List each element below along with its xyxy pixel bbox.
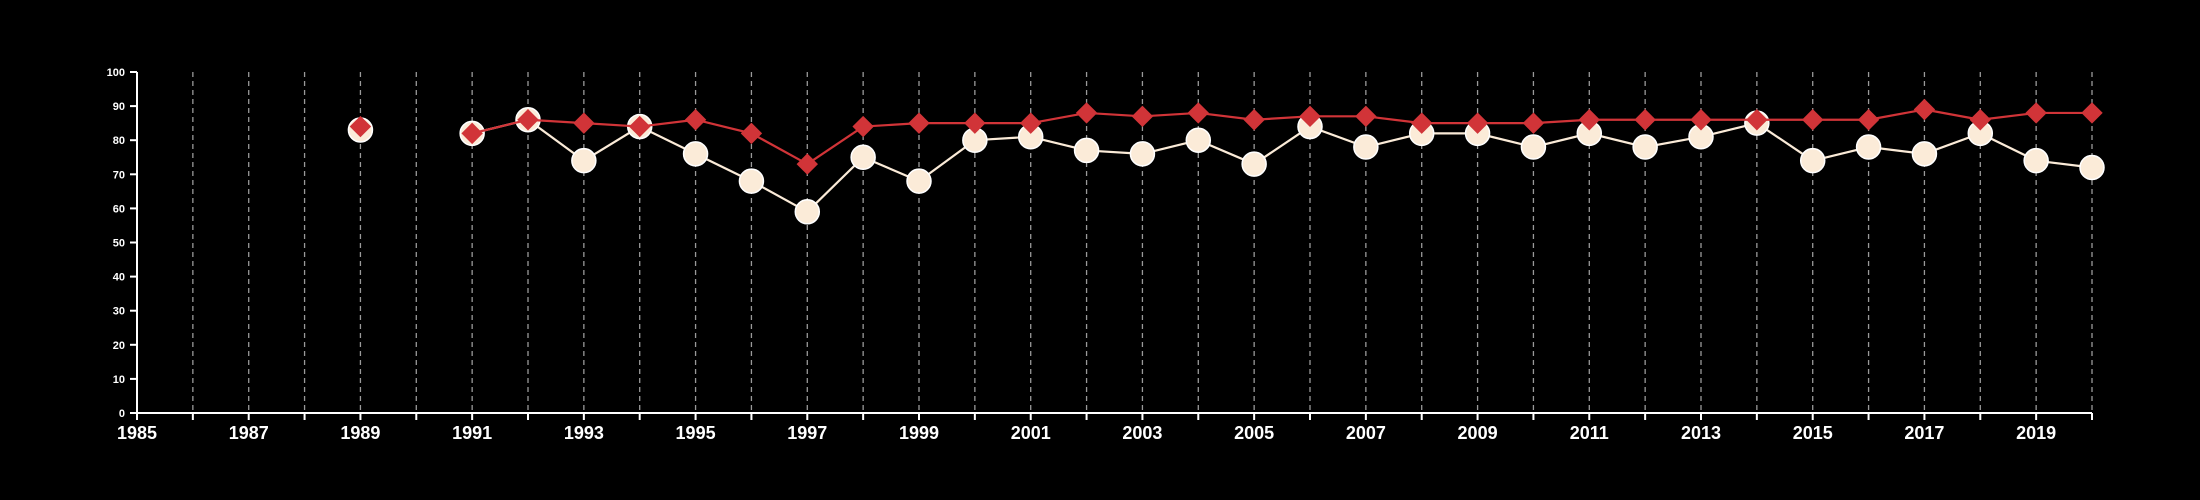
x-tick-label: 1985 [117,423,157,443]
x-tick-label: 2001 [1011,423,1051,443]
data-point-diamond-1991 [461,122,483,145]
data-point-diamond-1997 [796,153,818,175]
x-tick-label: 1993 [564,423,604,443]
x-tick-label: 2009 [1458,423,1498,443]
data-point-diamond-2013 [1690,109,1712,131]
x-tick-label: 1991 [452,423,492,443]
data-point-diamond-2020 [2081,102,2103,124]
data-point-circle-2015 [1799,147,1826,174]
x-tick-label: 2019 [2016,423,2056,443]
data-point-diamond-1989 [349,115,372,138]
y-tick-label: 50 [113,238,125,250]
y-tick-label: 40 [113,272,125,284]
series-2-segment [750,132,808,166]
data-point-circle-1999 [906,168,932,194]
data-point-diamond-1999 [908,112,930,134]
data-point-circle-1997 [794,199,821,225]
data-point-diamond-2008 [1411,112,1433,134]
x-tick-label: 2011 [1570,423,1609,443]
data-point-diamond-2017 [1913,98,1936,121]
data-point-diamond-1992 [517,109,539,131]
data-point-diamond-2003 [1131,105,1154,128]
data-point-diamond-2005 [1243,109,1265,131]
y-tick-label: 70 [113,169,125,181]
y-tick-label: 100 [107,67,125,79]
data-point-diamond-2006 [1299,105,1321,128]
series-1-segment [806,156,864,213]
series-2-segment [471,118,529,135]
y-tick-label: 20 [113,340,125,352]
data-point-diamond-2012 [1634,109,1656,131]
data-point-diamond-1995 [684,109,707,131]
data-point-circle-2020 [2079,154,2105,181]
data-point-diamond-2019 [2025,102,2047,124]
data-point-circle-2007 [1353,134,1379,160]
series-2-segment [695,118,752,135]
x-tick-label: 2005 [1234,423,1274,443]
x-tick-label: 1987 [229,423,269,443]
data-point-circle-2003 [1129,141,1156,167]
y-tick-label: 0 [119,408,125,420]
x-tick-label: 2017 [1904,423,1944,443]
data-point-diamond-2009 [1466,112,1489,134]
x-tick-label: 1999 [899,423,939,443]
data-point-diamond-2004 [1187,102,1209,124]
x-tick-label: 2013 [1681,423,1721,443]
data-point-circle-1995 [682,141,709,167]
data-point-diamond-2015 [1802,109,1824,131]
series-2-segment [1924,108,1981,121]
data-point-diamond-2007 [1355,105,1377,128]
data-point-circle-2019 [2023,147,2049,174]
data-point-circle-2016 [1855,134,1882,160]
y-tick-label: 60 [113,203,125,215]
x-tick-label: 1997 [787,423,827,443]
data-point-circle-1996 [738,168,765,194]
data-point-circle-2004 [1185,127,1212,153]
data-point-diamond-2014 [1746,109,1768,131]
data-point-circle-1993 [571,147,597,174]
x-tick-label: 1995 [676,423,716,443]
data-point-circle-2010 [1520,134,1547,160]
data-point-diamond-2010 [1522,112,1545,134]
axes: 0 10 20 30 40 50 60 70 80 90 100 1985 1987 1989 1991 19… [107,67,2093,443]
y-tick-label: 30 [113,306,125,318]
data-point-circle-2017 [1911,141,1938,167]
data-point-diamond-2001 [1020,112,1042,134]
series [347,98,2105,225]
data-point-diamond-2016 [1857,109,1880,131]
data-point-circle-2012 [1632,134,1658,160]
data-point-circle-2002 [1073,137,1100,164]
data-point-circle-2005 [1241,151,1267,177]
data-point-diamond-1994 [629,115,651,138]
series-2-segment [806,125,864,165]
series-2-segment [1868,108,1925,121]
data-point-diamond-2002 [1075,102,1098,124]
series-2 [349,98,2103,175]
x-tick-label: 2003 [1122,423,1162,443]
x-tick-label: 2007 [1346,423,1386,443]
y-tick-label: 10 [113,374,125,386]
data-point-circle-1998 [850,144,876,170]
series-2-segment [1030,111,1087,125]
data-point-diamond-2011 [1578,109,1600,131]
data-point-diamond-1998 [852,115,874,138]
y-tick-label: 80 [113,135,125,147]
data-point-diamond-2000 [964,112,986,134]
x-tick-label: 2015 [1793,423,1833,443]
data-point-diamond-1993 [573,112,595,134]
y-tick-label: 90 [113,101,125,113]
data-point-diamond-1996 [740,122,763,145]
data-point-diamond-2018 [1969,109,1991,131]
x-tick-label: 1989 [340,423,380,443]
